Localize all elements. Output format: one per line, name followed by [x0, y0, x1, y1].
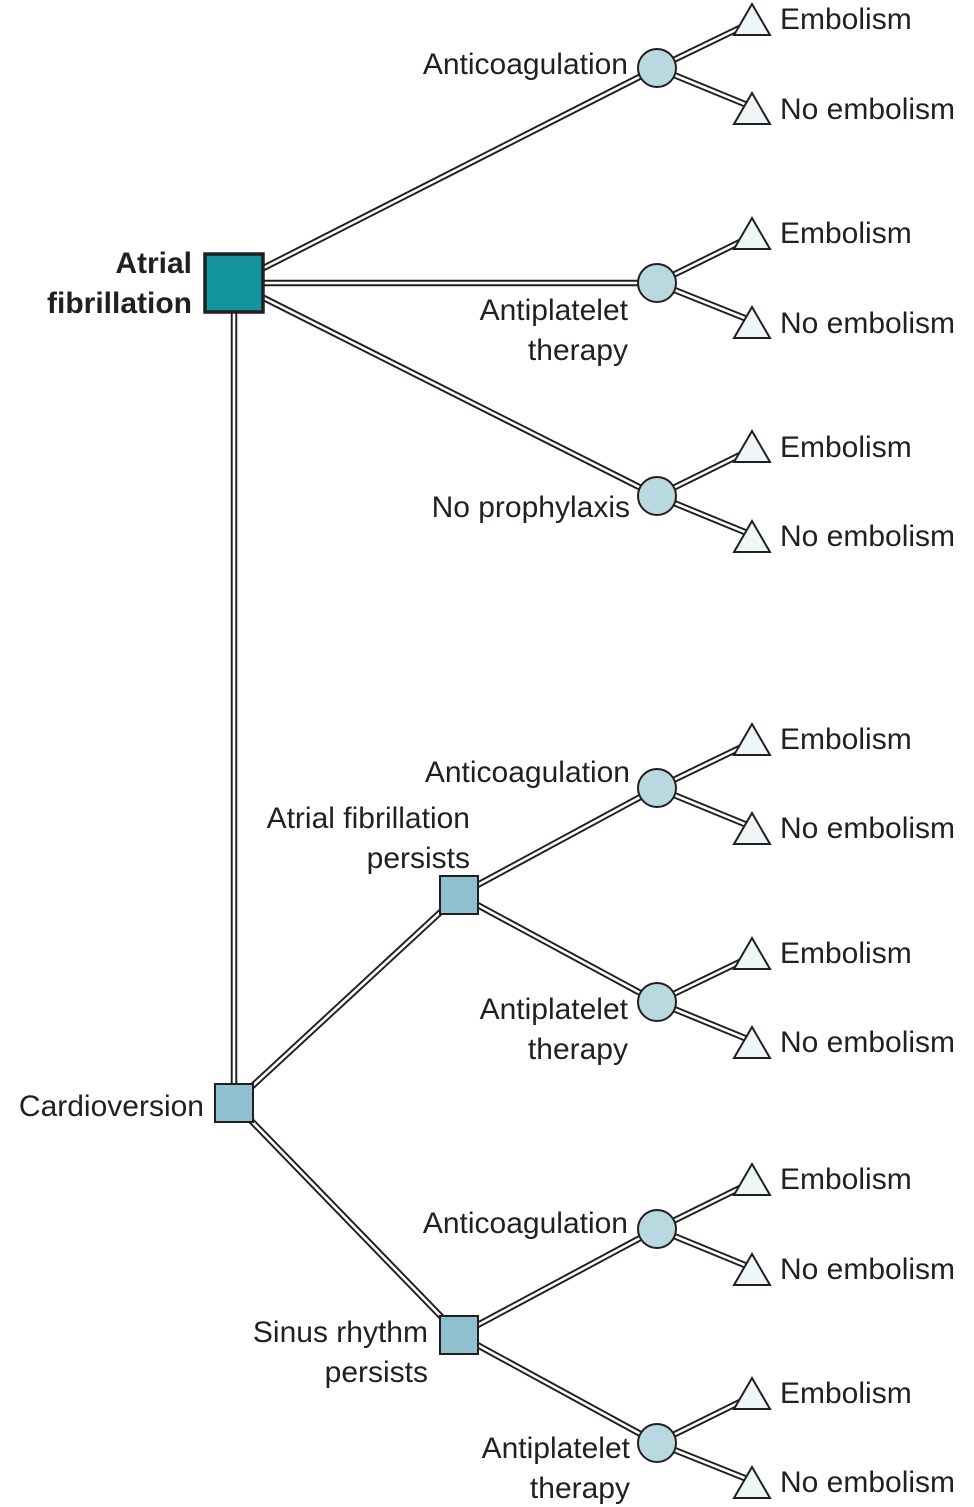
terminal-node-12 [732, 1252, 772, 1286]
edge-root-anticoagulation [232, 65, 659, 286]
branch-label-antiplatelet-2-line2: therapy [528, 1033, 628, 1066]
chance-node-5 [637, 982, 677, 1022]
outcome-label-embolism-7: Embolism [780, 1377, 912, 1410]
terminal-node-1 [732, 2, 772, 36]
branch-label-af-persists-line2: persists [367, 842, 470, 875]
outcome-label-embolism-1: Embolism [780, 3, 912, 36]
edge-cardioversion-sinus-rhythm [231, 1100, 462, 1338]
branch-label-no-prophylaxis: No prophylaxis [432, 491, 630, 524]
terminal-node-14 [732, 1465, 772, 1499]
terminal-node-6 [732, 519, 772, 553]
sinus-rhythm-decision-node [439, 1315, 479, 1355]
terminal-node-8 [732, 811, 772, 845]
edge-root-no-prophylaxis [232, 280, 659, 499]
edge-cardioversion-af-persists [231, 892, 462, 1106]
branch-label-sinus-line1: Sinus rhythm [253, 1316, 428, 1349]
tree-edges [230, 19, 754, 1485]
terminal-node-9 [732, 936, 772, 970]
af-persists-decision-node [439, 875, 479, 915]
edge-af-antiplatelet [457, 892, 659, 1005]
edge-af-anticoagulation [457, 785, 659, 898]
terminal-node-11 [732, 1162, 772, 1196]
branch-label-cardioversion: Cardioversion [19, 1090, 204, 1123]
tree-nodes [203, 2, 772, 1499]
outcome-label-embolism-5: Embolism [780, 937, 912, 970]
branch-label-af-persists-line1: Atrial fibrillation [267, 802, 470, 835]
chance-node-7 [637, 1423, 677, 1463]
terminal-node-7 [732, 722, 772, 756]
branch-label-sinus-line2: persists [325, 1356, 428, 1389]
outcome-label-embolism-6: Embolism [780, 1163, 912, 1196]
outcome-label-no-embolism-3: No embolism [780, 520, 955, 553]
root-label-line2: fibrillation [47, 287, 192, 320]
branch-label-anticoagulation-3: Anticoagulation [423, 1207, 628, 1240]
outcome-label-no-embolism-5: No embolism [780, 1026, 955, 1059]
terminal-node-5 [732, 429, 772, 463]
branch-label-antiplatelet-1-line2: therapy [528, 334, 628, 367]
outcome-label-embolism-3: Embolism [780, 431, 912, 464]
branch-label-anticoagulation-1: Anticoagulation [423, 48, 628, 81]
chance-node-1 [637, 48, 677, 88]
branch-label-antiplatelet-3-line1: Antiplatelet [482, 1432, 631, 1465]
outcome-label-no-embolism-1: No embolism [780, 93, 955, 126]
outcome-label-no-embolism-2: No embolism [780, 307, 955, 340]
cardioversion-decision-node [214, 1083, 254, 1123]
root-label-line1: Atrial [115, 247, 192, 280]
terminal-node-3 [732, 216, 772, 250]
outcome-label-embolism-4: Embolism [780, 723, 912, 756]
outcome-label-no-embolism-6: No embolism [780, 1253, 955, 1286]
branch-label-anticoagulation-2: Anticoagulation [425, 756, 630, 789]
terminal-node-2 [732, 91, 772, 125]
branch-label-antiplatelet-1-line1: Antiplatelet [480, 294, 629, 327]
tree-labels: Atrial fibrillation Anticoagulation Anti… [19, 3, 955, 1505]
chance-node-2 [637, 263, 677, 303]
branch-label-antiplatelet-3-line2: therapy [530, 1472, 630, 1505]
outcome-label-no-embolism-4: No embolism [780, 812, 955, 845]
edge-sinus-antiplatelet [457, 1332, 659, 1446]
terminal-node-10 [732, 1025, 772, 1059]
terminal-node-13 [732, 1376, 772, 1410]
chance-node-4 [637, 768, 677, 808]
outcome-label-embolism-2: Embolism [780, 217, 912, 250]
chance-node-6 [637, 1209, 677, 1249]
branch-label-antiplatelet-2-line1: Antiplatelet [480, 993, 629, 1026]
chance-node-3 [637, 476, 677, 516]
root-decision-node [203, 252, 265, 314]
terminal-node-4 [732, 305, 772, 339]
edge-sinus-anticoagulation [457, 1226, 659, 1338]
outcome-label-no-embolism-7: No embolism [780, 1466, 955, 1499]
